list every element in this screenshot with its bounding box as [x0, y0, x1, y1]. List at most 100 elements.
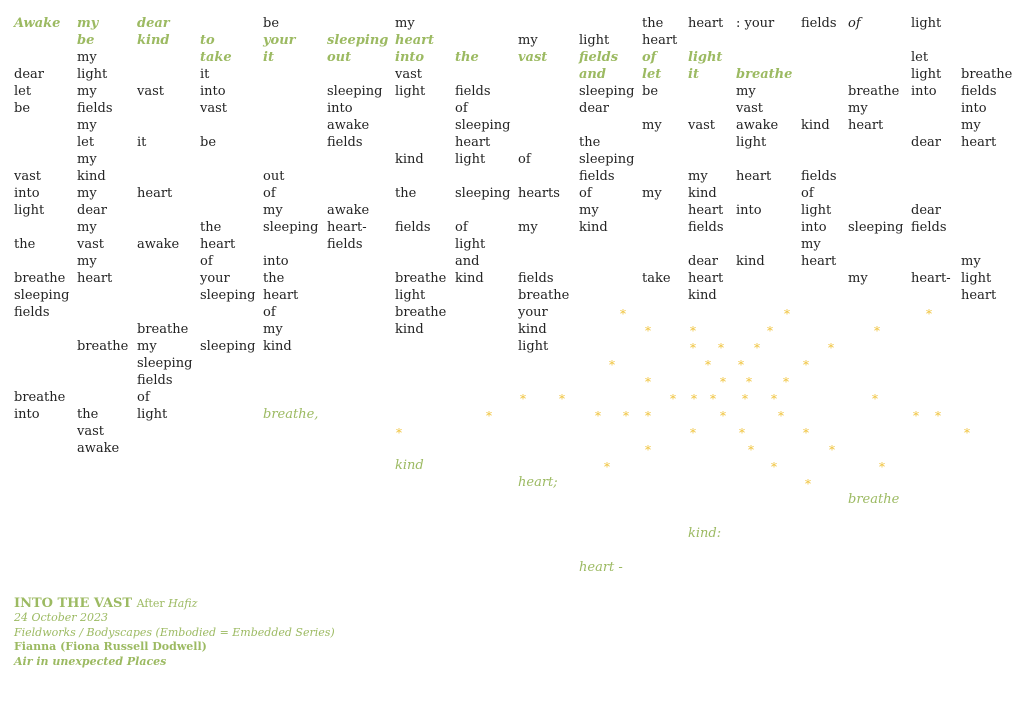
poem-word: kind	[395, 152, 424, 167]
star-glyph: *	[520, 392, 526, 406]
poem-date: 24 October 2023	[14, 611, 109, 624]
poem-word: sleeping	[455, 186, 511, 201]
poem-word: vast	[395, 67, 422, 82]
poem-word: my	[801, 237, 821, 252]
star-glyph: *	[829, 443, 835, 457]
poem-word: heart-	[327, 220, 367, 235]
poem-word: hearts	[518, 186, 560, 201]
poem-word: the	[14, 237, 36, 252]
poem-word: breathe,	[263, 407, 319, 422]
poem-word: let	[14, 84, 32, 99]
poem-word: fields	[455, 84, 491, 99]
poem-word: breathe	[848, 84, 900, 99]
poem-word: into	[327, 101, 353, 116]
poem-word: heart	[688, 16, 724, 31]
poem-word: of	[455, 101, 468, 116]
poem-word: fields	[327, 237, 363, 252]
poem-word: heart	[455, 135, 491, 150]
poem-word: awake	[327, 118, 370, 133]
poem-word: light	[14, 203, 45, 218]
author-name: Fianna (Fiona Russell Dodwell)	[14, 640, 207, 653]
star-glyph: *	[874, 324, 880, 338]
poem-word: sleeping	[137, 356, 193, 371]
poem-word: the	[455, 50, 479, 65]
poem-word: sleeping	[200, 339, 256, 354]
poem-word: it	[688, 67, 699, 82]
poem-word: dear	[77, 203, 107, 218]
star-glyph: *	[396, 426, 402, 440]
poem-word: kind	[263, 339, 292, 354]
poem-word: of	[801, 186, 814, 201]
poem-word: let	[77, 135, 95, 150]
poem-word: be	[14, 101, 31, 116]
poem-word: fields	[518, 271, 554, 286]
poem-word: breathe	[736, 67, 793, 82]
star-glyph: *	[913, 409, 919, 423]
poem-word: heart	[961, 135, 997, 150]
poem-word: dear	[911, 203, 941, 218]
poem-word: vast	[736, 101, 763, 116]
poem-word: vast	[688, 118, 715, 133]
star-glyph: *	[710, 392, 716, 406]
star-glyph: *	[623, 409, 629, 423]
poem-word: heart	[137, 186, 173, 201]
star-glyph: *	[746, 375, 752, 389]
poem-word: it	[200, 67, 210, 82]
star-glyph: *	[690, 426, 696, 440]
poem-word: into	[911, 84, 937, 99]
poem-word: light	[77, 67, 108, 82]
poem-word: of	[579, 186, 592, 201]
poem-word: into	[263, 254, 289, 269]
star-glyph: *	[754, 341, 760, 355]
poem-word: let	[642, 67, 662, 82]
poem-word: heart	[961, 288, 997, 303]
star-glyph: *	[690, 341, 696, 355]
poem-word: my	[77, 220, 97, 235]
poem-word: sleeping	[263, 220, 319, 235]
poem-word: of	[137, 390, 150, 405]
poem-word: kind	[688, 288, 717, 303]
poem-word: into	[395, 50, 425, 65]
poem-word: fields	[327, 135, 363, 150]
poem-word: my	[137, 339, 157, 354]
poem-word: of	[200, 254, 213, 269]
poem-word: heart	[688, 203, 724, 218]
star-glyph: *	[767, 324, 773, 338]
poem-word: my	[77, 254, 97, 269]
poem-word: sleeping	[848, 220, 904, 235]
poem-word: be	[200, 135, 217, 150]
star-glyph: *	[803, 358, 809, 372]
poem-word: sleeping	[14, 288, 70, 303]
poem-word: kind	[688, 186, 717, 201]
poem-word: dear	[14, 67, 44, 82]
star-glyph: *	[645, 409, 651, 423]
poem-word: be	[263, 16, 280, 31]
star-glyph: *	[595, 409, 601, 423]
poem-word: kind	[137, 33, 170, 48]
star-glyph: *	[935, 409, 941, 423]
poem-word: fields	[688, 220, 724, 235]
star-glyph: *	[803, 426, 809, 440]
star-glyph: *	[609, 358, 615, 372]
poem-word: the	[263, 271, 285, 286]
poem-word: breathe	[395, 305, 447, 320]
poem-word: heart	[801, 254, 837, 269]
poem-word: kind	[455, 271, 484, 286]
credits: INTO THE VAST After Hafiz 24 October 202…	[14, 596, 434, 669]
poem-word: breathe	[518, 288, 570, 303]
poem-word: vast	[14, 169, 41, 184]
poem-word: heart	[77, 271, 113, 286]
star-glyph: *	[739, 426, 745, 440]
poem-word: my	[518, 220, 538, 235]
poem-word: fields	[961, 84, 997, 99]
star-glyph: *	[720, 375, 726, 389]
star-glyph: *	[784, 307, 790, 321]
poem-word: of	[455, 220, 468, 235]
poem-word: dear	[688, 254, 718, 269]
poem-word: heart	[395, 33, 434, 48]
poem-word: light	[518, 339, 549, 354]
poem-word: my	[642, 186, 662, 201]
poem-word: it	[137, 135, 147, 150]
poem-word: my	[77, 186, 97, 201]
poem-word: of	[263, 186, 276, 201]
